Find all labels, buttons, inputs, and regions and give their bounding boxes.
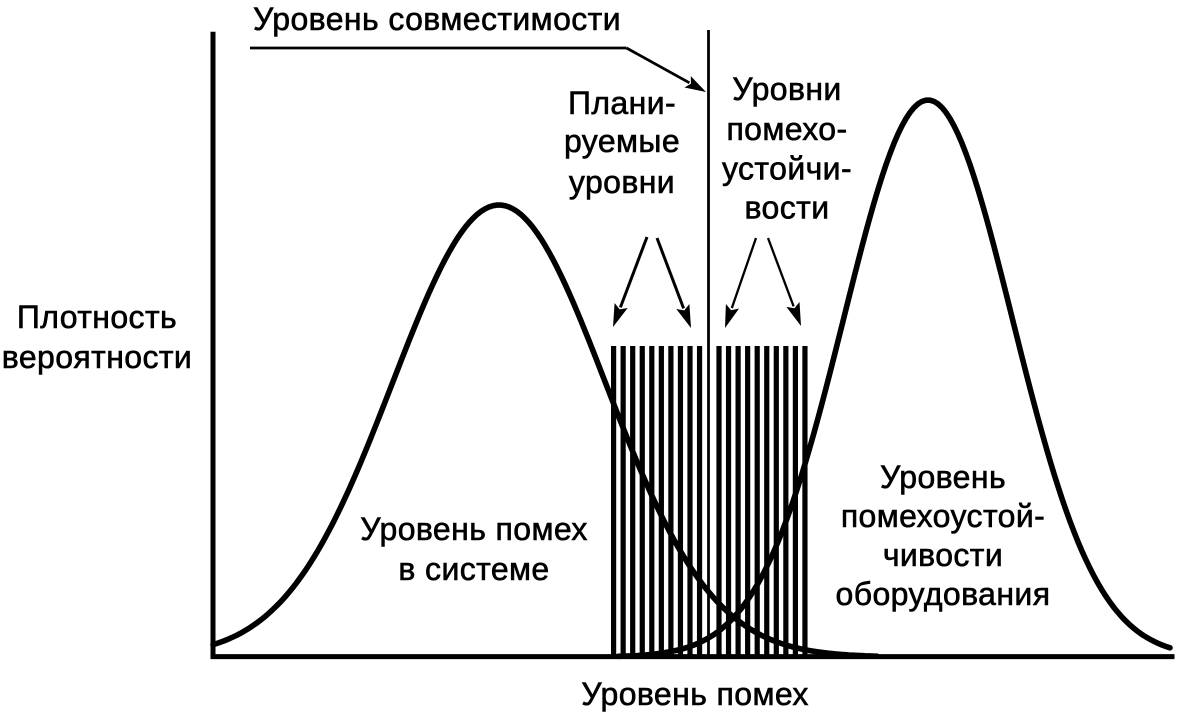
svg-text:оборудования: оборудования [836,576,1051,612]
svg-text:вости: вости [745,190,830,226]
svg-text:вероятности: вероятности [2,339,192,375]
svg-text:Уровни: Уровни [732,71,841,107]
svg-text:в системе: в системе [398,551,549,587]
svg-text:чивости: чивости [883,537,1003,573]
svg-text:помехо-: помехо- [726,111,847,147]
svg-text:Плотность: Плотность [17,299,177,335]
svg-text:Уровень: Уровень [880,459,1006,495]
svg-text:Уровень помех: Уровень помех [581,676,809,712]
svg-text:Плани-: Плани- [568,85,676,121]
svg-text:Уровень совместимости: Уровень совместимости [253,1,621,37]
svg-text:уровни: уровни [569,164,675,200]
svg-text:руемые: руемые [564,123,680,159]
svg-text:Уровень помех: Уровень помех [360,511,588,547]
svg-text:помехоустой-: помехоустой- [841,498,1045,534]
svg-text:устойчи-: устойчи- [722,151,852,187]
